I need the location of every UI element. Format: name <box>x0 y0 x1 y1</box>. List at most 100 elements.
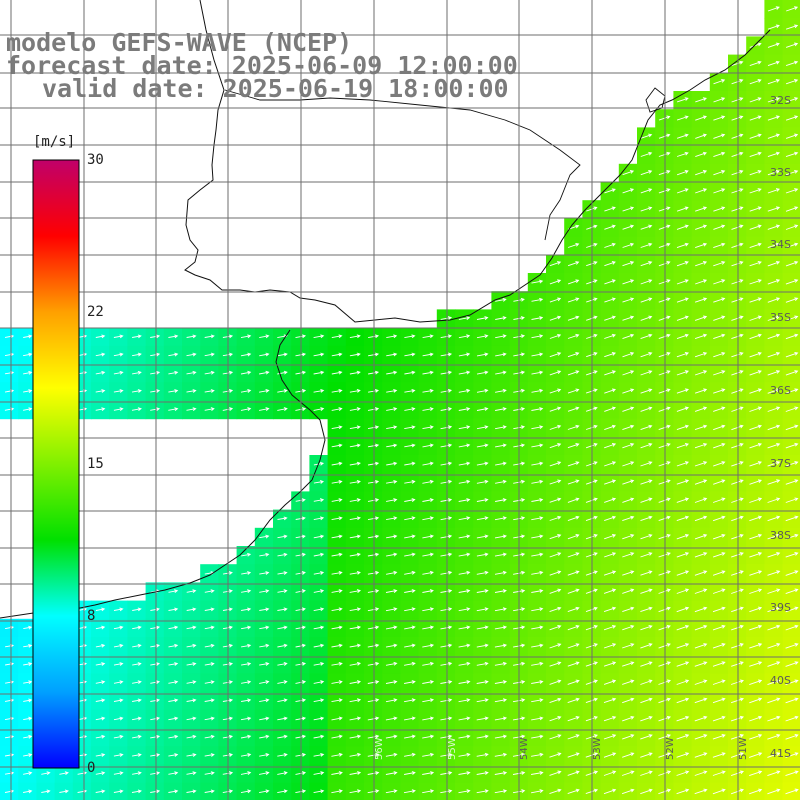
lat-label: 34S <box>770 238 791 251</box>
wind-arrow <box>785 370 799 376</box>
wind-arrow <box>349 388 361 393</box>
wind-arrow <box>622 624 635 631</box>
wind-arrow <box>331 352 343 357</box>
wind-arrow <box>785 351 799 358</box>
wind-arrow <box>367 570 380 575</box>
wind-arrow <box>204 625 215 630</box>
wind-arrow <box>640 352 653 358</box>
wind-arrow <box>567 297 580 303</box>
wind-arrow <box>785 715 799 722</box>
wind-arrow <box>694 388 708 394</box>
wind-arrow <box>767 115 780 121</box>
wind-arrow <box>567 588 580 594</box>
wind-arrow <box>767 788 781 795</box>
wind-arrow <box>277 698 288 703</box>
wind-arrow <box>367 771 380 775</box>
wind-arrow <box>168 334 179 339</box>
wind-arrow <box>622 315 635 321</box>
wind-arrow <box>422 789 435 794</box>
wind-arrow <box>422 716 435 721</box>
wind-arrow <box>567 352 580 358</box>
colorbar-unit: [m/s] <box>33 134 76 150</box>
wind-arrow <box>331 443 343 448</box>
wind-arrow <box>241 607 252 612</box>
wind-arrow <box>277 534 288 539</box>
wind-arrow <box>767 79 780 85</box>
wind-arrow <box>367 498 380 502</box>
wind-arrow <box>331 334 343 339</box>
wind-arrow <box>785 424 799 431</box>
wind-arrow <box>386 443 398 448</box>
wind-arrow <box>241 680 252 685</box>
wind-arrow <box>367 698 380 703</box>
wind-arrow <box>367 734 380 739</box>
wind-arrow <box>494 771 508 775</box>
wind-arrow <box>549 788 562 795</box>
wind-arrow <box>113 789 124 794</box>
wind-arrow <box>113 643 124 648</box>
wind-arrow <box>259 680 270 685</box>
wind-arrow <box>622 170 635 176</box>
wind-arrow <box>440 698 453 703</box>
wind-arrow <box>622 242 635 248</box>
wind-arrow <box>385 698 398 703</box>
wind-arrow <box>494 607 507 612</box>
wind-arrow <box>422 334 434 339</box>
wind-arrow <box>295 570 306 575</box>
wind-arrow <box>749 442 762 449</box>
wind-arrow <box>694 424 708 431</box>
wind-arrow <box>640 315 653 321</box>
wind-arrow <box>713 115 726 121</box>
wind-arrow <box>713 351 726 358</box>
wind-arrow <box>295 516 306 521</box>
wind-arrow <box>95 334 106 339</box>
wind-arrow <box>785 442 799 449</box>
wind-arrow <box>712 497 726 503</box>
wind-arrow <box>476 589 489 593</box>
wind-arrow <box>440 370 453 375</box>
wind-arrow <box>404 771 416 775</box>
wind-arrow <box>785 570 799 576</box>
wind-arrow <box>240 407 252 411</box>
wind-arrow <box>604 206 616 212</box>
wind-arrow <box>331 425 343 430</box>
wind-arrow <box>277 589 288 594</box>
wind-arrow <box>367 716 380 721</box>
wind-arrow <box>731 497 744 503</box>
wind-arrow <box>349 625 362 630</box>
wind-arrow <box>731 279 744 285</box>
wind-arrow <box>549 552 562 558</box>
wind-arrow <box>168 789 179 794</box>
wind-arrow <box>59 771 69 776</box>
wind-arrow <box>567 661 580 667</box>
wind-arrow <box>277 370 288 375</box>
wind-arrow <box>658 224 671 230</box>
wind-arrow <box>676 788 690 795</box>
wind-arrow <box>785 78 799 85</box>
wind-arrow <box>531 698 544 703</box>
wind-arrow <box>495 352 507 357</box>
wind-arrow <box>567 534 580 540</box>
wind-arrow <box>404 461 416 466</box>
wind-arrow <box>713 188 726 194</box>
wind-arrow <box>604 370 616 376</box>
wind-arrow <box>313 716 325 721</box>
wind-arrow <box>404 534 416 539</box>
wind-arrow <box>113 680 124 685</box>
wind-arrow <box>241 625 252 630</box>
wind-arrow <box>531 625 544 630</box>
wind-arrow <box>749 643 763 649</box>
wind-arrow <box>168 370 179 375</box>
wind-arrow <box>168 352 179 357</box>
wind-arrow <box>603 715 617 722</box>
wind-arrow <box>313 498 325 503</box>
wind-arrow <box>549 461 562 467</box>
wind-arrow <box>694 333 708 340</box>
wind-arrow <box>349 516 361 521</box>
wind-arrow <box>531 443 544 448</box>
wind-arrow <box>640 515 653 522</box>
wind-arrow <box>694 479 708 485</box>
wind-arrow <box>349 534 361 539</box>
wind-arrow <box>785 133 799 139</box>
wind-arrow <box>658 643 671 649</box>
